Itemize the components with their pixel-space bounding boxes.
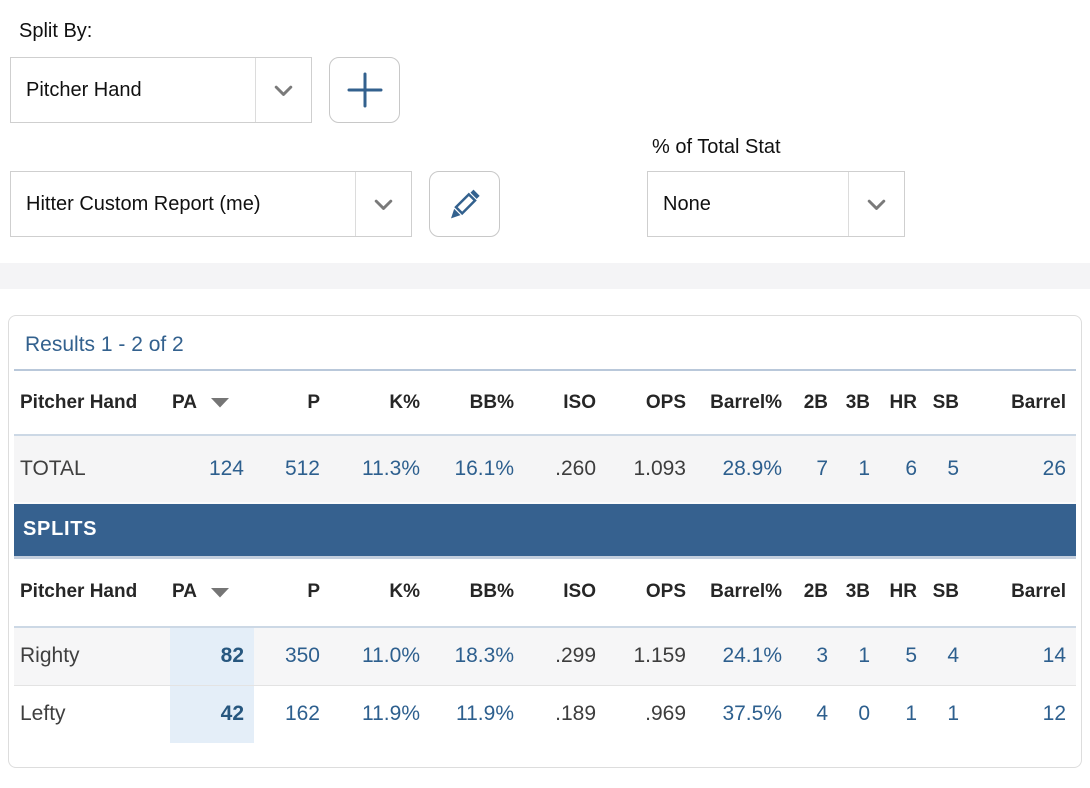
- pct-of-total-group: % of Total Stat None: [647, 134, 905, 237]
- edit-report-button[interactable]: [429, 171, 500, 237]
- column-header-barrel-pct[interactable]: Barrel%: [710, 391, 782, 413]
- cell-row-label: TOTAL: [20, 457, 86, 480]
- column-header-3b[interactable]: 3B: [845, 391, 870, 413]
- cell-k-pct[interactable]: 11.0%: [362, 644, 420, 668]
- splits-section-header: SPLITS: [14, 502, 1076, 559]
- column-header-pa-label: PA: [172, 391, 197, 413]
- cell-barrel-pct[interactable]: 37.5%: [722, 702, 782, 726]
- report-select-value: Hitter Custom Report (me): [26, 192, 261, 215]
- cell-p[interactable]: 162: [284, 702, 320, 726]
- cell-bb-pct[interactable]: 11.9%: [456, 702, 514, 726]
- cell-pa[interactable]: 42: [170, 685, 254, 743]
- cell-bb-pct[interactable]: 18.3%: [454, 644, 514, 668]
- pencil-icon: [445, 184, 485, 224]
- column-header-hr[interactable]: HR: [889, 391, 917, 413]
- column-header-pa[interactable]: PA: [170, 557, 254, 627]
- column-header-ops[interactable]: OPS: [645, 391, 686, 413]
- chevron-down-icon: [255, 58, 311, 122]
- split-row-lefty: Lefty 42 162 11.9% 11.9% .189 .969 37.5%…: [14, 685, 1076, 743]
- column-header-pitcher-hand[interactable]: Pitcher Hand: [20, 581, 138, 603]
- cell-hr[interactable]: 6: [905, 457, 917, 480]
- pct-of-total-select[interactable]: None: [647, 171, 905, 237]
- column-header-sb[interactable]: SB: [932, 391, 959, 413]
- cell-iso: .260: [555, 457, 596, 480]
- column-header-barrel[interactable]: Barrel: [1011, 581, 1066, 603]
- sort-descending-icon: [210, 398, 229, 408]
- pct-of-total-label: % of Total Stat: [652, 136, 781, 158]
- cell-bb-pct[interactable]: 16.1%: [454, 457, 514, 480]
- column-header-3b[interactable]: 3B: [845, 581, 870, 603]
- column-header-ops[interactable]: OPS: [645, 581, 686, 603]
- chevron-down-icon: [848, 172, 904, 236]
- table-header-row: Pitcher Hand PA P K% BB% ISO OPS Barrel%…: [14, 371, 1076, 435]
- results-panel: Results 1 - 2 of 2 Pitcher Hand PA P K% …: [8, 315, 1082, 768]
- cell-3b[interactable]: 1: [858, 457, 870, 480]
- cell-3b[interactable]: 0: [858, 702, 870, 726]
- cell-pa[interactable]: 124: [208, 457, 244, 480]
- cell-sb[interactable]: 1: [947, 702, 959, 726]
- cell-sb[interactable]: 4: [947, 644, 959, 668]
- pct-of-total-select-value: None: [663, 192, 711, 215]
- cell-k-pct[interactable]: 11.9%: [362, 702, 420, 726]
- table-header-row: Pitcher Hand PA P K% BB% ISO OPS Barrel%…: [14, 557, 1076, 627]
- cell-3b[interactable]: 1: [858, 644, 870, 668]
- column-header-bb-pct[interactable]: BB%: [469, 581, 514, 603]
- cell-hr[interactable]: 1: [905, 702, 917, 726]
- top-controls: Split By: Pitcher Hand Hitter Custom Rep…: [0, 0, 1090, 237]
- split-by-select-value: Pitcher Hand: [26, 78, 142, 101]
- column-header-barrel[interactable]: Barrel: [1011, 391, 1066, 413]
- cell-p[interactable]: 350: [284, 644, 320, 668]
- split-row-righty: Righty 82 350 11.0% 18.3% .299 1.159 24.…: [14, 627, 1076, 685]
- cell-iso: .299: [555, 644, 596, 668]
- cell-iso: .189: [555, 702, 596, 726]
- column-header-barrel-pct[interactable]: Barrel%: [710, 581, 782, 603]
- add-split-button[interactable]: [329, 57, 400, 123]
- column-header-iso[interactable]: ISO: [563, 581, 596, 603]
- column-header-sb[interactable]: SB: [932, 581, 959, 603]
- cell-sb[interactable]: 5: [947, 457, 959, 480]
- column-header-k-pct[interactable]: K%: [389, 391, 420, 413]
- column-header-2b[interactable]: 2B: [803, 391, 828, 413]
- column-header-pa[interactable]: PA: [170, 371, 254, 435]
- column-header-hr[interactable]: HR: [889, 581, 917, 603]
- cell-barrel-pct[interactable]: 28.9%: [722, 457, 782, 480]
- splits-table: Pitcher Hand PA P K% BB% ISO OPS Barrel%…: [14, 371, 1076, 743]
- column-header-pa-label: PA: [172, 581, 197, 603]
- cell-pa[interactable]: 82: [170, 627, 254, 685]
- results-divider: [14, 369, 1076, 371]
- split-by-select[interactable]: Pitcher Hand: [10, 57, 312, 123]
- cell-hr[interactable]: 5: [905, 644, 917, 668]
- sort-descending-icon: [210, 587, 229, 598]
- column-header-bb-pct[interactable]: BB%: [469, 391, 514, 413]
- cell-barrel[interactable]: 14: [1042, 644, 1066, 668]
- cell-2b[interactable]: 4: [816, 702, 828, 726]
- column-header-p[interactable]: P: [307, 391, 320, 413]
- column-header-p[interactable]: P: [307, 581, 320, 603]
- cell-2b[interactable]: 7: [816, 457, 828, 480]
- total-row: TOTAL 124 512 11.3% 16.1% .260 1.093 28.…: [14, 435, 1076, 503]
- cell-barrel-pct[interactable]: 24.1%: [722, 644, 782, 668]
- splits-section-row: SPLITS: [14, 502, 1076, 559]
- chevron-down-icon: [355, 172, 411, 236]
- cell-barrel[interactable]: 12: [1042, 702, 1066, 726]
- cell-row-label: Righty: [20, 644, 80, 668]
- cell-row-label: Lefty: [20, 702, 66, 726]
- cell-ops: .969: [645, 702, 686, 726]
- column-header-k-pct[interactable]: K%: [389, 581, 420, 603]
- report-select[interactable]: Hitter Custom Report (me): [10, 171, 412, 237]
- column-header-2b[interactable]: 2B: [803, 581, 828, 603]
- cell-ops: 1.159: [633, 644, 686, 668]
- cell-2b[interactable]: 3: [816, 644, 828, 668]
- cell-k-pct[interactable]: 11.3%: [362, 457, 420, 480]
- results-summary: Results 1 - 2 of 2: [25, 333, 184, 356]
- column-header-iso[interactable]: ISO: [563, 391, 596, 413]
- cell-ops: 1.093: [633, 457, 686, 480]
- split-by-label: Split By:: [19, 20, 93, 42]
- section-divider-band: [0, 263, 1090, 289]
- cell-p[interactable]: 512: [284, 457, 320, 480]
- cell-barrel[interactable]: 26: [1042, 457, 1066, 480]
- plus-icon: [346, 71, 384, 109]
- column-header-pitcher-hand[interactable]: Pitcher Hand: [20, 391, 138, 413]
